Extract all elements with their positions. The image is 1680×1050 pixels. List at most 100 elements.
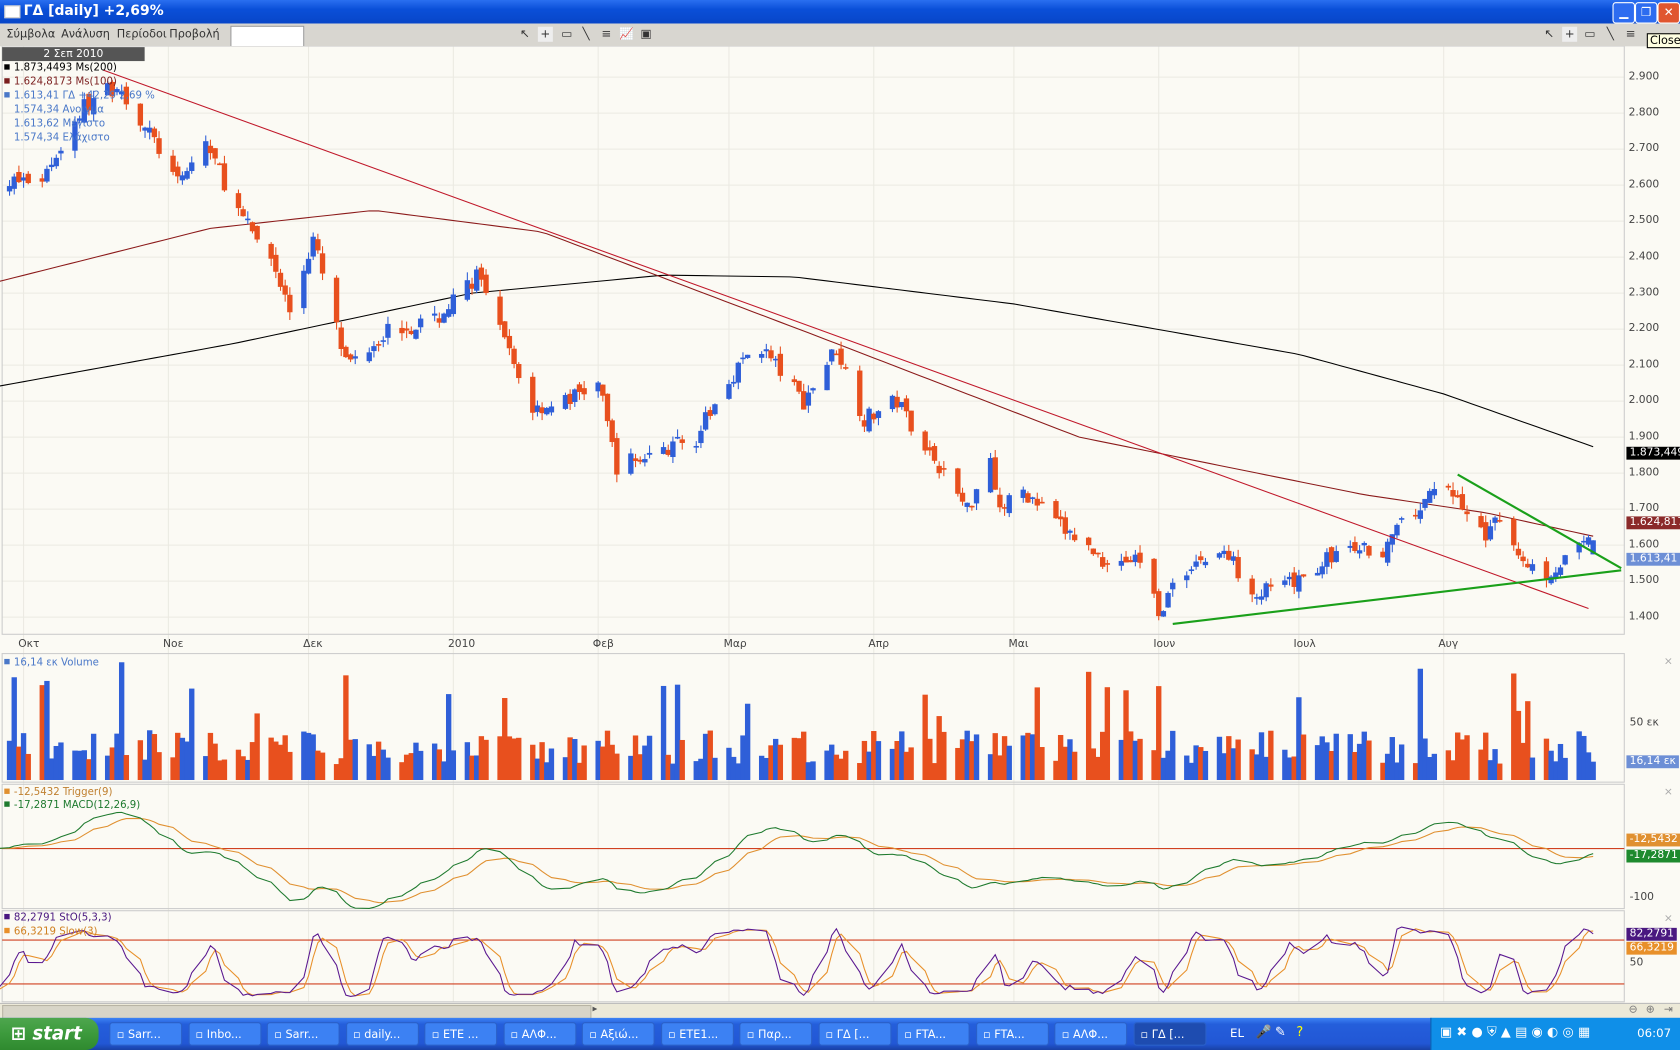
crosshair-tool-icon-2[interactable]: + xyxy=(1562,26,1578,42)
candle-body xyxy=(805,392,812,406)
volume-bar xyxy=(833,754,840,781)
taskbar-item[interactable]: ▫ ETE1... xyxy=(660,1022,734,1046)
candle xyxy=(857,365,863,422)
zoom-in-icon[interactable]: ⊕ xyxy=(1645,1003,1655,1016)
taskbar-app-icon: ▫ xyxy=(1061,1028,1074,1042)
taskbar-item[interactable]: ▫ Sarr... xyxy=(109,1022,183,1046)
handwriting-icon[interactable]: ✎ xyxy=(1275,1024,1286,1040)
zoom-out-icon[interactable]: ⊖ xyxy=(1628,1003,1638,1016)
menu-periods[interactable]: Περίοδοι xyxy=(116,27,167,41)
volume-bar xyxy=(1412,763,1419,781)
chart-area[interactable] xyxy=(0,46,1680,1003)
horizontal-scrollbar[interactable]: ▸ ⊖ ⊕ ⇥ xyxy=(0,1002,1680,1019)
rectangle-tool-icon[interactable]: ▭ xyxy=(561,26,573,41)
stoch-legend-item: 66,3219 Slow(3) xyxy=(0,926,98,938)
volume-bar xyxy=(20,733,27,781)
taskbar-item[interactable]: ▫ ETE ... xyxy=(424,1022,498,1046)
start-button[interactable]: ⊞ start xyxy=(0,1017,99,1050)
candle xyxy=(600,384,606,402)
chart-type-icon[interactable]: 📈 xyxy=(619,26,635,41)
volume-bar xyxy=(1104,687,1111,781)
candle-body xyxy=(838,348,844,365)
volume-bar xyxy=(277,744,284,781)
microphone-icon[interactable]: 🎤 xyxy=(1255,1024,1272,1040)
taskbar-item[interactable]: ▫ Παρ... xyxy=(739,1022,813,1046)
menu-analysis[interactable]: Ανάλυση xyxy=(61,27,110,41)
menu-view[interactable]: Προβολή xyxy=(169,27,220,41)
hline-tool-icon-2[interactable]: ≡ xyxy=(1625,26,1636,41)
volume-bar xyxy=(1515,710,1522,781)
volume-bar xyxy=(366,744,372,781)
minimize-button[interactable]: ▁ xyxy=(1612,2,1636,24)
line-tool-icon-2[interactable]: ╲ xyxy=(1606,26,1614,41)
macd-lines xyxy=(0,811,1625,909)
scroll-end-icon[interactable]: ⇥ xyxy=(1663,1003,1673,1016)
volume-bar xyxy=(1557,743,1564,781)
volume-bar xyxy=(1366,740,1372,781)
rectangle-tool-icon-2[interactable]: ▭ xyxy=(1584,26,1596,41)
close-button[interactable]: ✕ xyxy=(1657,2,1680,24)
candle xyxy=(707,406,713,420)
candle xyxy=(660,442,667,455)
taskbar-item[interactable]: ▫ Αξιώ... xyxy=(581,1022,655,1046)
tray-icons[interactable]: ▣✖●⛨▲▤◉◐◎▦ xyxy=(1440,1024,1595,1040)
taskbar-item[interactable]: ▫ ΓΔ [... xyxy=(1133,1022,1206,1046)
taskbar-item[interactable]: ▫ FTA... xyxy=(975,1022,1049,1046)
language-indicator[interactable]: EL xyxy=(1230,1026,1245,1041)
close-panel-icon[interactable]: × xyxy=(1663,655,1673,668)
candle-body xyxy=(1160,611,1167,617)
macd-legend-item: -17,2871 MACD(12,26,9) xyxy=(0,799,140,811)
scrollbar-thumb[interactable] xyxy=(2,1005,592,1019)
line-tool-icon[interactable]: ╲ xyxy=(582,26,590,41)
pointer-tool-icon-2[interactable]: ↖ xyxy=(1544,26,1555,41)
volume-bar xyxy=(72,750,78,781)
taskbar-item[interactable]: ▫ ΓΔ [... xyxy=(818,1022,891,1046)
taskbar-item[interactable]: ▫ Inbo... xyxy=(188,1022,261,1046)
candle xyxy=(1380,547,1386,558)
volume-bar xyxy=(1029,734,1036,781)
symbol-input[interactable] xyxy=(230,25,305,48)
candle xyxy=(282,279,288,302)
volume-bar xyxy=(670,763,676,781)
candle xyxy=(90,90,97,122)
candle xyxy=(249,221,256,234)
candle-body xyxy=(1389,534,1395,545)
taskbar-app-icon: ▫ xyxy=(668,1028,680,1042)
legend-text: 1.613,41 ΓΔ +42,29 2,69 % xyxy=(13,90,155,102)
legend-swatch xyxy=(4,92,10,98)
candle-body xyxy=(403,328,410,331)
candle xyxy=(1095,552,1101,558)
close-panel-icon[interactable]: × xyxy=(1663,912,1673,925)
volume-bar xyxy=(679,739,685,781)
hline-tool-icon[interactable]: ≡ xyxy=(601,26,612,41)
volume-bar xyxy=(184,741,190,781)
candle-body xyxy=(1581,540,1587,543)
volume-bar xyxy=(1497,763,1503,781)
save-icon[interactable]: ▣ xyxy=(640,26,652,41)
volume-bar xyxy=(1165,750,1171,781)
macd-value-tag: -17,2871 xyxy=(1626,849,1680,863)
candle-body xyxy=(72,121,78,151)
time-tick: Ιουλ xyxy=(1293,638,1316,651)
candle-body xyxy=(969,505,975,508)
crosshair-tool-icon[interactable]: + xyxy=(537,26,553,42)
taskbar-item[interactable]: ▫ ΑΛΦ... xyxy=(1054,1022,1128,1046)
close-panel-icon[interactable]: × xyxy=(1663,786,1673,799)
volume-bar xyxy=(936,716,942,781)
help-icon[interactable]: ? xyxy=(1296,1024,1304,1040)
volume-bar xyxy=(857,763,863,781)
pointer-tool-icon[interactable]: ↖ xyxy=(520,26,530,41)
candle xyxy=(1249,575,1255,603)
taskbar-item[interactable]: ▫ Sarr... xyxy=(266,1022,340,1046)
scroll-right-arrow-icon[interactable]: ▸ xyxy=(592,1003,598,1015)
candle xyxy=(142,126,148,138)
taskbar-item[interactable]: ▫ ΑΛΦ... xyxy=(503,1022,576,1046)
macd-line xyxy=(0,811,1594,909)
taskbar-item[interactable]: ▫ FTA... xyxy=(896,1022,970,1046)
menu-symbols[interactable]: Σύμβολα xyxy=(6,27,56,41)
price-tick: 1.800 xyxy=(1628,466,1660,479)
restore-button[interactable]: ❐ xyxy=(1635,2,1658,24)
taskbar-item[interactable]: ▫ daily... xyxy=(345,1022,419,1046)
candle xyxy=(118,84,125,100)
volume-bar xyxy=(1426,756,1433,781)
